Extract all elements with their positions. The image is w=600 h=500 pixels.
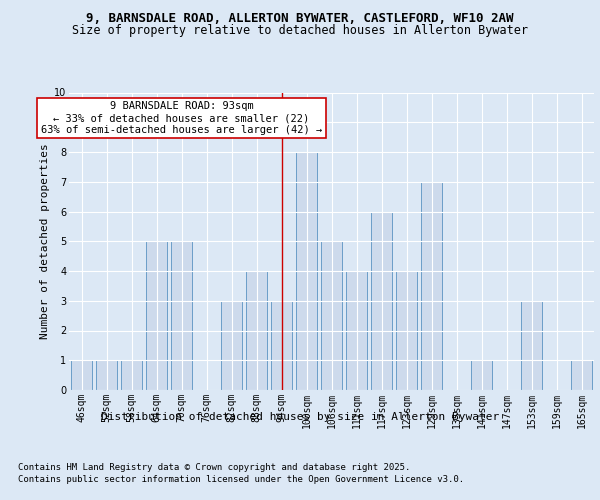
Bar: [421, 182, 442, 390]
Bar: [296, 152, 317, 390]
Bar: [171, 242, 192, 390]
Bar: [121, 360, 142, 390]
Bar: [371, 212, 392, 390]
Bar: [71, 360, 92, 390]
Bar: [146, 242, 167, 390]
Bar: [271, 300, 292, 390]
Bar: [246, 271, 267, 390]
Y-axis label: Number of detached properties: Number of detached properties: [40, 144, 50, 339]
Text: Size of property relative to detached houses in Allerton Bywater: Size of property relative to detached ho…: [72, 24, 528, 37]
Text: Distribution of detached houses by size in Allerton Bywater: Distribution of detached houses by size …: [101, 412, 499, 422]
Text: Contains HM Land Registry data © Crown copyright and database right 2025.: Contains HM Land Registry data © Crown c…: [18, 462, 410, 471]
Bar: [346, 271, 367, 390]
Bar: [471, 360, 492, 390]
Text: 9 BARNSDALE ROAD: 93sqm
← 33% of detached houses are smaller (22)
63% of semi-de: 9 BARNSDALE ROAD: 93sqm ← 33% of detache…: [41, 102, 322, 134]
Bar: [221, 300, 242, 390]
Bar: [96, 360, 117, 390]
Bar: [571, 360, 592, 390]
Text: 9, BARNSDALE ROAD, ALLERTON BYWATER, CASTLEFORD, WF10 2AW: 9, BARNSDALE ROAD, ALLERTON BYWATER, CAS…: [86, 12, 514, 26]
Text: Contains public sector information licensed under the Open Government Licence v3: Contains public sector information licen…: [18, 475, 464, 484]
Bar: [321, 242, 342, 390]
Bar: [521, 300, 542, 390]
Bar: [396, 271, 417, 390]
